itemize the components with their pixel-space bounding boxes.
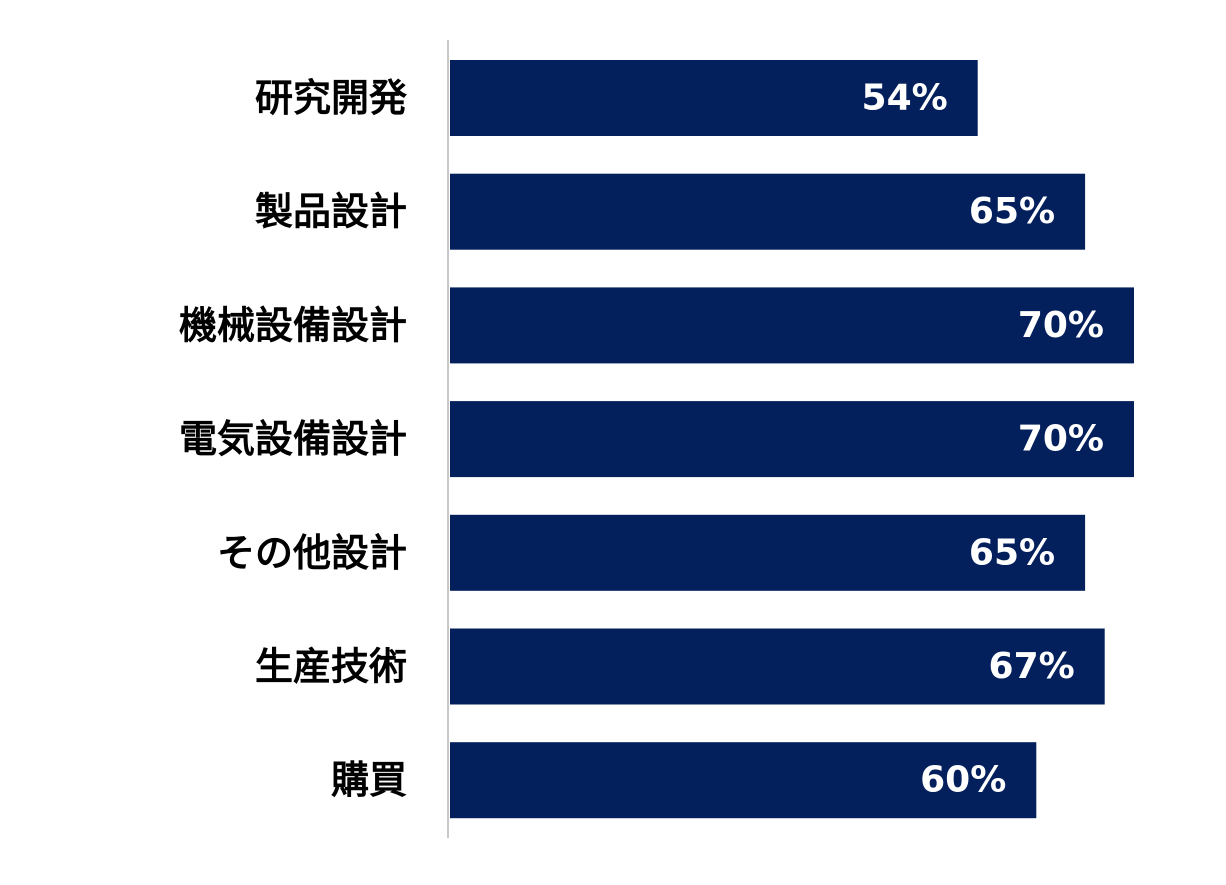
bar: [450, 173, 1086, 250]
category-label: 研究開発: [255, 76, 408, 120]
value-label: 70%: [1018, 305, 1104, 346]
bar: [450, 401, 1134, 478]
value-label: 65%: [969, 532, 1055, 573]
bar: [450, 628, 1105, 705]
bar: [450, 514, 1086, 591]
value-label: 60%: [920, 760, 1006, 801]
value-label: 67%: [989, 646, 1075, 687]
category-label: 電気設備設計: [179, 417, 407, 461]
bar: [450, 742, 1037, 819]
value-label: 70%: [1018, 419, 1104, 460]
category-label: 製品設計: [255, 190, 407, 234]
category-label: 生産技術: [255, 645, 407, 689]
category-label: 購買: [331, 758, 407, 802]
category-label: その他設計: [217, 531, 407, 575]
bars-layer: [450, 60, 1134, 819]
bar: [450, 287, 1134, 364]
value-label: 65%: [969, 191, 1055, 232]
bar: [450, 60, 978, 136]
value-labels: 54% 65% 70% 70% 65% 67% 60%: [862, 78, 1104, 801]
value-label: 54%: [862, 78, 948, 119]
category-label: 機械設備設計: [179, 303, 407, 347]
